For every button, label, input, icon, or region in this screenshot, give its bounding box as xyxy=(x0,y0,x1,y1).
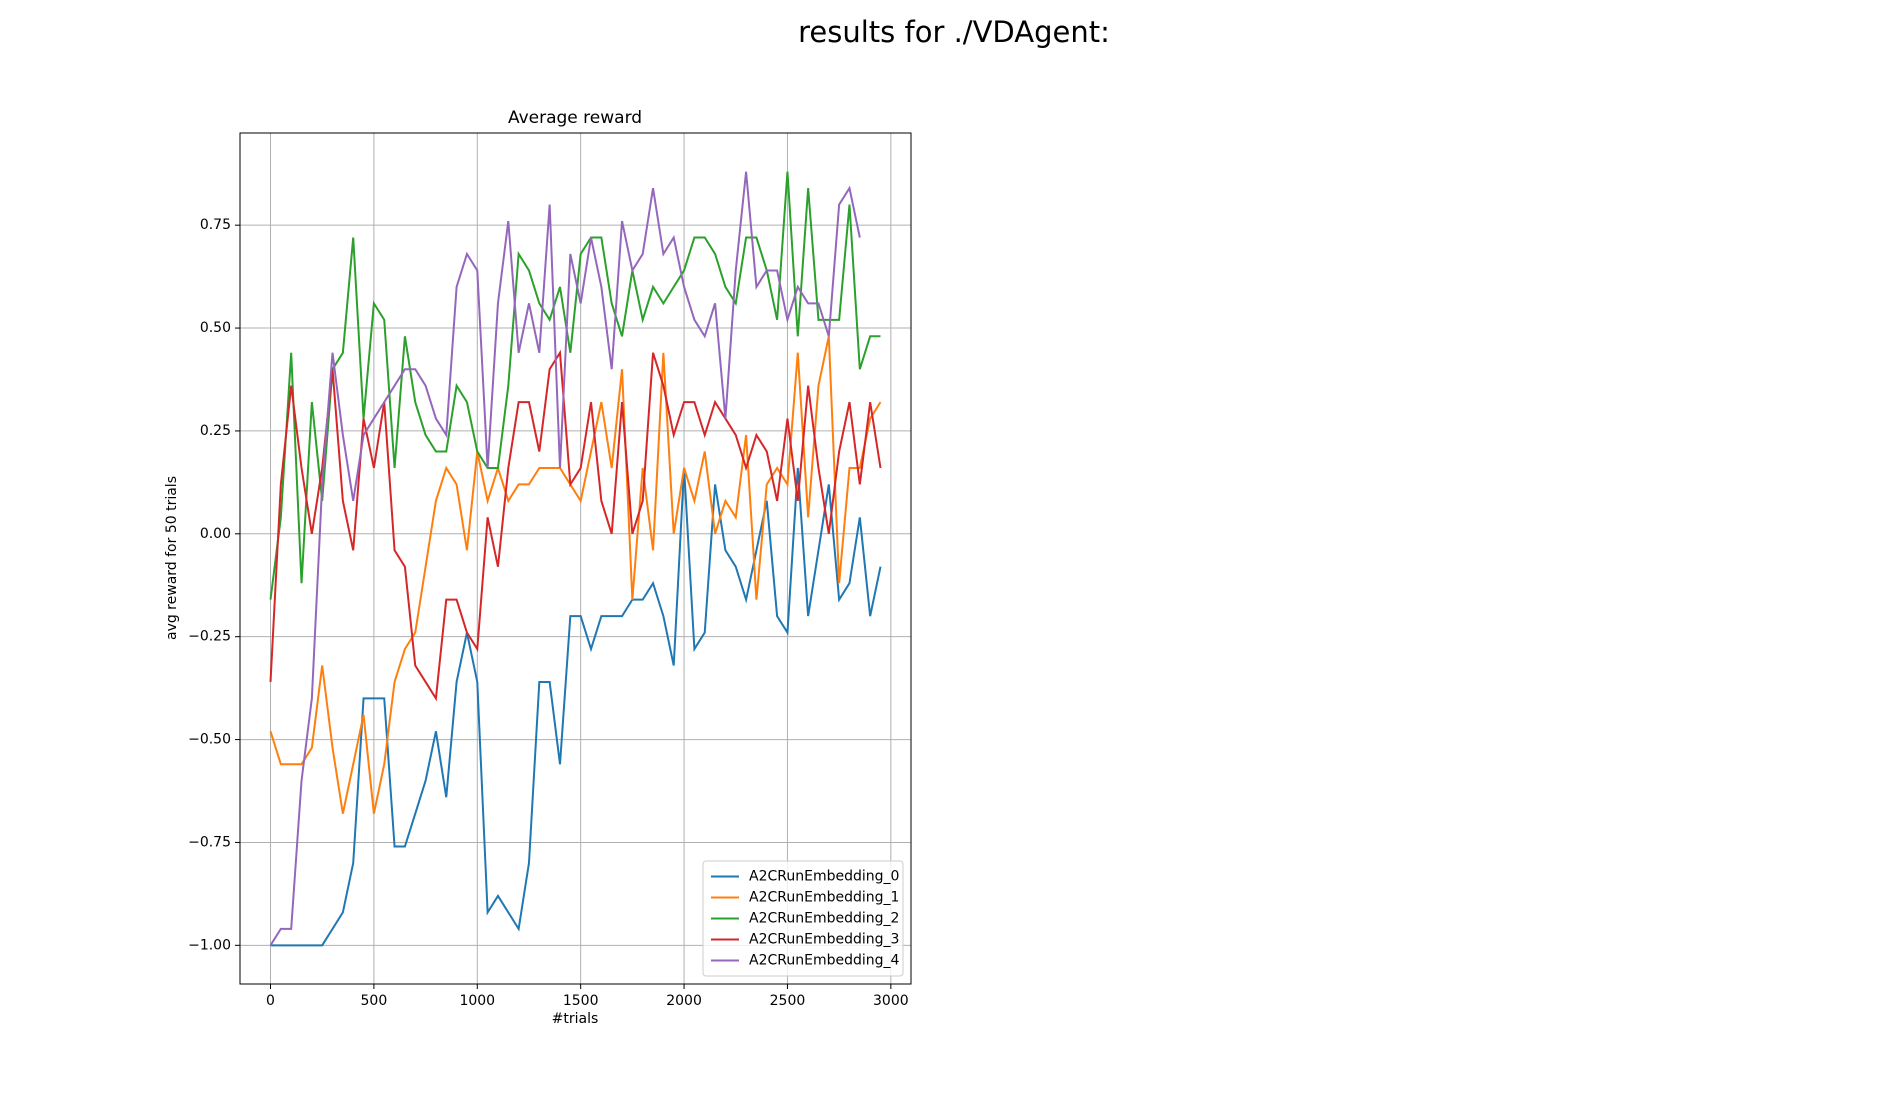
suptitle: results for ./VDAgent: xyxy=(798,15,1110,49)
series-line xyxy=(270,467,882,947)
y-tick-label: 0.75 xyxy=(200,217,231,233)
y-tick-label: −0.25 xyxy=(188,629,231,645)
series-line xyxy=(269,171,861,946)
series-line xyxy=(269,349,882,702)
chart-title: Average reward xyxy=(508,108,642,128)
y-tick-label: 0.25 xyxy=(200,423,231,439)
y-axis-label: avg reward for 50 trials xyxy=(164,476,180,640)
plot-frame xyxy=(239,132,912,985)
x-tick-label: 1500 xyxy=(563,993,599,1009)
y-tick-label: −0.75 xyxy=(188,834,231,850)
x-tick-label: 2000 xyxy=(666,993,702,1009)
legend-label: A2CRunEmbedding_2 xyxy=(749,911,899,927)
series-line xyxy=(269,336,882,814)
x-tick-label: 500 xyxy=(361,993,388,1009)
legend-label: A2CRunEmbedding_3 xyxy=(749,932,899,948)
x-tick-label: 1000 xyxy=(459,993,495,1009)
x-axis-label: #trials xyxy=(552,1011,599,1027)
y-tick-label: 0.50 xyxy=(200,320,231,336)
legend-label: A2CRunEmbedding_1 xyxy=(749,890,899,906)
x-tick-label: 3000 xyxy=(873,993,909,1009)
x-tick-label: 2500 xyxy=(770,993,806,1009)
y-tick-label: −1.00 xyxy=(188,937,231,953)
legend-label: A2CRunEmbedding_0 xyxy=(749,869,899,885)
x-tick-label: 0 xyxy=(266,993,275,1009)
legend-box xyxy=(702,860,904,977)
series-line xyxy=(269,171,881,600)
y-tick-label: −0.50 xyxy=(188,732,231,748)
y-tick-label: 0.00 xyxy=(200,526,231,542)
legend-label: A2CRunEmbedding_4 xyxy=(749,953,900,969)
